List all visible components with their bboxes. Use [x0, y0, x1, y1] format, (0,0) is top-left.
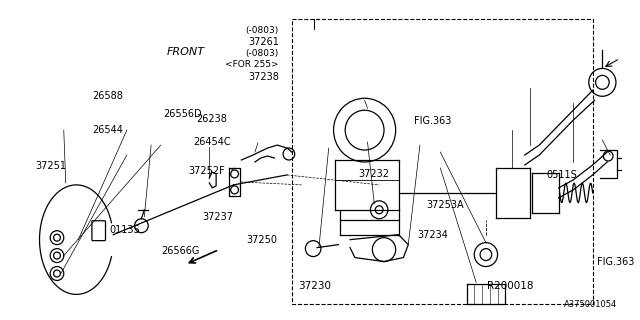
- Text: 26556D: 26556D: [163, 109, 202, 119]
- Text: A375001054: A375001054: [564, 300, 617, 309]
- Text: 26454C: 26454C: [193, 138, 230, 148]
- Text: FIG.363: FIG.363: [413, 116, 451, 126]
- Text: R200018: R200018: [487, 281, 533, 291]
- Text: 37253A: 37253A: [426, 200, 464, 210]
- Text: 37251: 37251: [35, 161, 66, 172]
- Text: 37230: 37230: [298, 281, 331, 291]
- Text: 26566G: 26566G: [162, 246, 200, 256]
- Text: 0113S: 0113S: [109, 225, 140, 235]
- Text: 37237: 37237: [203, 212, 234, 222]
- Text: <FOR 255>: <FOR 255>: [225, 60, 279, 69]
- Text: 37234: 37234: [417, 230, 448, 240]
- Text: 37238: 37238: [248, 72, 279, 82]
- Text: 26588: 26588: [93, 91, 124, 101]
- Bar: [292, 19, 593, 304]
- Text: 37250: 37250: [246, 235, 277, 245]
- Text: 0511S: 0511S: [546, 170, 577, 180]
- Text: 37252F: 37252F: [189, 166, 225, 176]
- Text: (-0803): (-0803): [246, 27, 279, 36]
- Text: FRONT: FRONT: [167, 47, 205, 57]
- Text: 26544: 26544: [93, 125, 124, 135]
- Text: (-0803): (-0803): [246, 49, 279, 58]
- Text: 37232: 37232: [358, 169, 389, 179]
- Text: 37261: 37261: [248, 37, 279, 47]
- Text: FIG.363: FIG.363: [597, 257, 634, 267]
- Text: 26238: 26238: [196, 114, 227, 124]
